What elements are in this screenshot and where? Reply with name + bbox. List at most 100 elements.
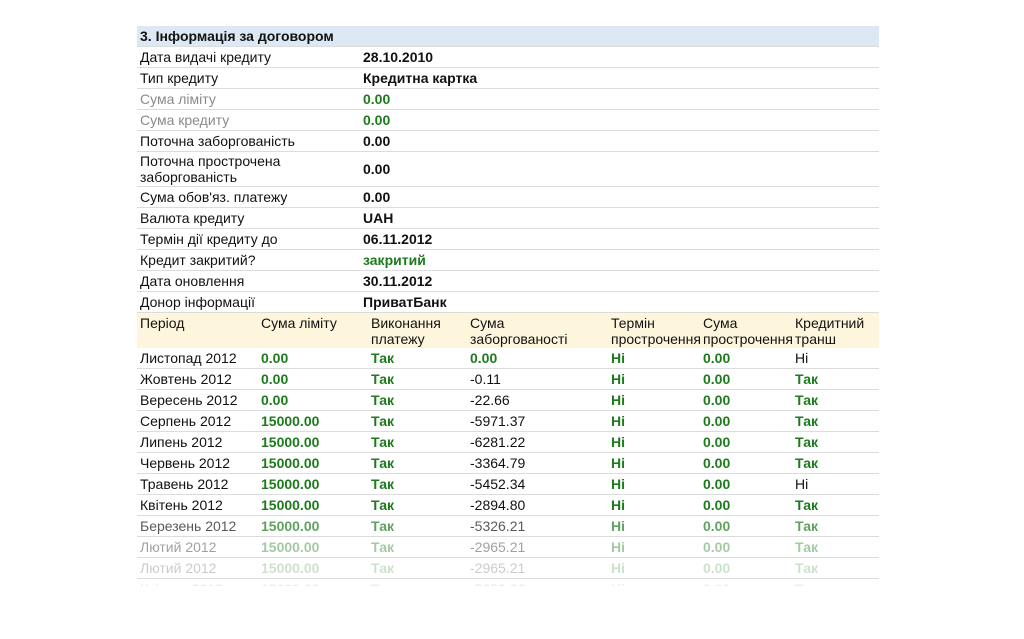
info-value: Кредитна картка — [360, 67, 879, 89]
info-label: Поточна прострочена заборгованість — [137, 151, 360, 187]
history-cell: -2894.80 — [467, 494, 608, 516]
history-row: Березень 2012 15000.00 Так -5326.21 Ні 0.00 Та… — [137, 515, 879, 537]
history-cell: 0.00 — [258, 389, 368, 411]
history-cell: 15000.00 — [258, 557, 368, 579]
info-value: 06.11.2012 — [360, 228, 879, 250]
history-cell: Так — [792, 389, 879, 411]
history-cell: -5452.34 — [467, 473, 608, 495]
history-cell: -6281.22 — [467, 431, 608, 453]
info-row: Поточна заборгованість 0.00 — [137, 130, 879, 152]
history-cell: Ні — [608, 515, 700, 537]
history-cell: Ні — [792, 348, 879, 369]
info-label: Тип кредиту — [137, 67, 360, 89]
history-cell: 15000.00 — [258, 536, 368, 558]
history-cell: Квітень 2012 — [137, 578, 258, 586]
info-label: Сума кредиту — [137, 109, 360, 131]
info-row: Донор інформації ПриватБанк — [137, 291, 879, 313]
history-cell: 0.00 — [258, 348, 368, 369]
history-cell: Листопад 2012 — [137, 348, 258, 369]
history-cell: Так — [792, 452, 879, 474]
history-cell: 15000.00 — [258, 473, 368, 495]
history-cell: Так — [368, 557, 467, 579]
info-label: Кредит закритий? — [137, 249, 360, 271]
history-cell: 0.00 — [700, 410, 792, 432]
history-cell: 0.00 — [700, 494, 792, 516]
history-cell: 0.00 — [700, 431, 792, 453]
history-cell: 15000.00 — [258, 515, 368, 537]
info-table: 3. Інформація за договором Дата видачі к… — [137, 26, 879, 313]
info-value: 0.00 — [360, 151, 879, 187]
history-cell: Так — [368, 536, 467, 558]
info-row: Сума кредиту 0.00 — [137, 109, 879, 131]
history-cell: 0.00 — [700, 368, 792, 390]
history-cell: Так — [368, 431, 467, 453]
history-cell: -2965.21 — [467, 536, 608, 558]
info-label: Дата оновлення — [137, 270, 360, 292]
history-cell: 15000.00 — [258, 452, 368, 474]
history-table: Період Сума ліміту Виконання платежу Сума з… — [137, 313, 879, 586]
column-header: Виконання платежу — [368, 313, 467, 348]
history-cell: Ні — [608, 536, 700, 558]
history-cell: 15000.00 — [258, 494, 368, 516]
history-cell: -0.11 — [467, 368, 608, 390]
history-cell: 0.00 — [700, 389, 792, 411]
info-label: Сума ліміту — [137, 88, 360, 110]
history-cell: Ні — [608, 557, 700, 579]
history-cell: Так — [792, 557, 879, 579]
info-value: закритий — [360, 249, 879, 271]
history-cell: Ні — [608, 494, 700, 516]
history-cell: Так — [792, 368, 879, 390]
info-label: Донор інформації — [137, 291, 360, 313]
history-cell: 15000.00 — [258, 410, 368, 432]
info-label: Валюта кредиту — [137, 207, 360, 229]
history-cell: Так — [368, 494, 467, 516]
history-cell: Так — [792, 515, 879, 537]
history-cell: Березень 2012 — [137, 515, 258, 537]
history-cell: 0.00 — [700, 578, 792, 586]
info-value: 0.00 — [360, 88, 879, 110]
info-value: 0.00 — [360, 130, 879, 152]
history-row: Серпень 2012 15000.00 Так -5971.37 Ні 0.00 Так — [137, 410, 879, 432]
history-cell: Вересень 2012 — [137, 389, 258, 411]
contract-info: 3. Інформація за договором Дата видачі к… — [137, 26, 879, 586]
history-cell: Лютий 2012 — [137, 557, 258, 579]
history-row: Травень 2012 15000.00 Так -5452.34 Ні 0.00 Ні — [137, 473, 879, 495]
history-cell: Ні — [608, 473, 700, 495]
history-cell: 0.00 — [700, 473, 792, 495]
history-cell: Ні — [608, 452, 700, 474]
history-cell: Так — [792, 410, 879, 432]
column-header: Період — [137, 313, 258, 348]
history-cell: Так — [368, 452, 467, 474]
column-header: Сума ліміту — [258, 313, 368, 348]
info-row: Термін дії кредиту до 06.11.2012 — [137, 228, 879, 250]
history-cell: -22.66 — [467, 389, 608, 411]
history-cell: -2965.21 — [467, 557, 608, 579]
info-label: Дата видачі кредиту — [137, 46, 360, 68]
history-cell: 15000.00 — [258, 578, 368, 586]
history-cell: -5971.37 — [467, 410, 608, 432]
history-row: Квітень 2012 15000.00 Так -2894.80 Ні 0.00 Так — [137, 494, 879, 516]
info-value: 28.10.2010 — [360, 46, 879, 68]
history-cell: Ні — [608, 578, 700, 586]
history-cell: 0.00 — [467, 348, 608, 369]
history-cell: Ні — [608, 410, 700, 432]
history-cell: 0.00 — [700, 536, 792, 558]
history-cell: Квітень 2012 — [137, 494, 258, 516]
info-value: 30.11.2012 — [360, 270, 879, 292]
info-value: ПриватБанк — [360, 291, 879, 313]
history-cell: Так — [368, 348, 467, 369]
column-header: Термін прострочення — [608, 313, 701, 348]
info-row: Дата оновлення 30.11.2012 — [137, 270, 879, 292]
history-cell: Так — [368, 389, 467, 411]
info-value: 0.00 — [360, 186, 879, 208]
history-header: Період Сума ліміту Виконання платежу Сума з… — [137, 313, 879, 348]
info-label: Сума обов'яз. платежу — [137, 186, 360, 208]
info-value: 0.00 — [360, 109, 879, 131]
history-cell: Так — [792, 431, 879, 453]
history-cell: -5326.21 — [467, 515, 608, 537]
history-cell: Ні — [608, 431, 700, 453]
history-cell: 0.00 — [258, 368, 368, 390]
column-header: Сума заборгованості — [467, 313, 608, 348]
